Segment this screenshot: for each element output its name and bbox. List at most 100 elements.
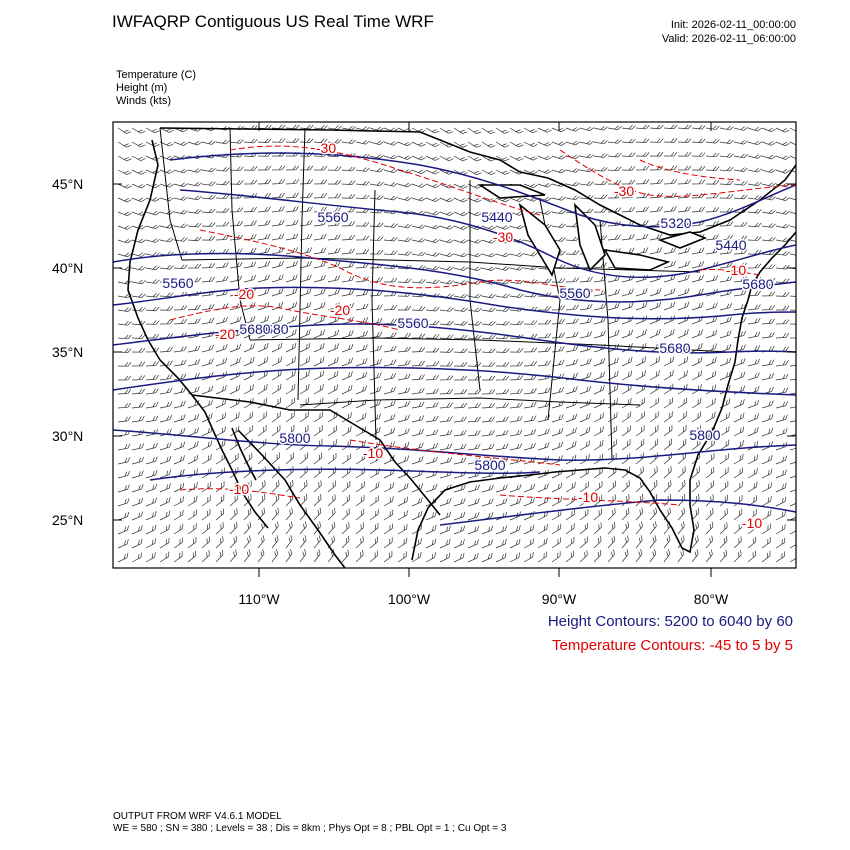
wind-barb: [551, 141, 566, 146]
wind-barb: [201, 440, 213, 451]
wind-barb: [761, 291, 776, 297]
wind-barb: [495, 266, 510, 271]
wind-barb: [201, 344, 214, 353]
wind-barb: [523, 497, 535, 507]
wind-barb: [663, 370, 674, 381]
wind-barb: [705, 166, 720, 171]
wind-barb: [733, 153, 748, 159]
wind-barb: [131, 443, 145, 451]
wind-barb: [789, 456, 796, 465]
wind-barb: [593, 316, 606, 325]
wind-barb: [411, 306, 426, 311]
wind-barb: [649, 315, 661, 325]
wind-barb: [747, 140, 762, 146]
wind-barb: [677, 425, 687, 437]
wind-barb: [453, 498, 466, 507]
wind-barb: [131, 279, 146, 285]
wind-barb: [607, 480, 617, 493]
wind-barb: [229, 207, 244, 213]
wind-barb: [733, 412, 745, 423]
wind-barb: [467, 389, 482, 395]
wind-barb: [789, 442, 796, 451]
wind-barb: [355, 167, 370, 172]
wind-barb: [439, 238, 454, 244]
wind-barb: [439, 127, 454, 134]
model-options: WE = 580 ; SN = 380 ; Levels = 38 ; Dis …: [113, 823, 507, 834]
wind-barb: [341, 275, 355, 283]
wind-barb: [215, 481, 225, 493]
wind-barb: [663, 549, 671, 563]
wind-barb: [229, 412, 240, 423]
wind-barb: [425, 511, 437, 521]
wind-barb: [761, 168, 776, 174]
wind-barb: [173, 264, 188, 270]
wind-barb: [537, 278, 552, 284]
wind-barb: [299, 383, 310, 395]
wind-barb: [229, 535, 238, 549]
lat-tick-35: 35°N: [52, 344, 83, 360]
wind-barb: [425, 127, 440, 134]
wind-barb: [299, 425, 309, 437]
wind-barb: [187, 222, 202, 228]
wind-barb: [635, 179, 650, 185]
wind-barb: [201, 522, 211, 535]
wind-barb: [747, 208, 762, 214]
wind-barb: [649, 124, 664, 130]
wind-barb: [551, 155, 566, 160]
wind-barb: [551, 523, 562, 535]
wind-barb: [327, 207, 342, 213]
wind-barb: [257, 138, 272, 143]
wind-barb: [775, 223, 790, 229]
wind-barb: [383, 482, 394, 493]
wind-barb: [383, 537, 393, 549]
wind-barb: [719, 535, 728, 549]
wind-barb: [481, 416, 495, 423]
wind-barb: [635, 329, 647, 339]
wind-barb: [201, 385, 214, 395]
wind-barb: [453, 511, 466, 521]
wind-barb: [257, 493, 266, 507]
wind-barb: [635, 206, 649, 213]
wind-barb: [621, 397, 632, 409]
wind-barb: [719, 275, 733, 283]
wind-barb: [299, 370, 310, 381]
wind-barb: [117, 511, 130, 521]
wind-barb: [747, 167, 762, 173]
wind-barb: [705, 329, 718, 339]
wind-barb: [159, 414, 173, 423]
wind-barb: [229, 508, 238, 521]
wind-barb: [649, 274, 662, 283]
wind-barb: [733, 358, 746, 367]
wind-barb: [467, 155, 482, 162]
wind-barb: [747, 413, 759, 423]
wind-barb: [355, 495, 365, 507]
wind-barb: [467, 321, 482, 326]
wind-barb: [187, 427, 199, 437]
wind-barb: [467, 307, 482, 313]
wind-barb: [691, 480, 700, 493]
wind-barb: [117, 361, 132, 367]
wind-barb: [789, 224, 796, 229]
wind-barb: [537, 428, 550, 437]
wind-barb: [593, 289, 607, 297]
wind-barb: [691, 329, 703, 339]
wind-barb: [747, 372, 760, 381]
wind-barb: [285, 328, 297, 339]
wind-barb: [523, 265, 538, 271]
wind-barb: [565, 495, 576, 507]
wind-barb: [299, 411, 309, 423]
wind-barb: [677, 397, 688, 409]
wind-barb: [313, 549, 321, 563]
wind-barb: [775, 127, 790, 133]
wind-barb: [621, 507, 630, 521]
wind-barb: [341, 207, 356, 213]
wind-barb: [313, 535, 321, 549]
wind-barb: [789, 469, 796, 479]
wind-barb: [789, 483, 796, 493]
wind-barb: [159, 374, 173, 381]
wind-barb: [145, 524, 157, 535]
wind-barb: [565, 236, 580, 242]
wind-barb: [369, 304, 383, 311]
wind-barb: [537, 155, 552, 161]
wind-barb: [257, 274, 270, 283]
